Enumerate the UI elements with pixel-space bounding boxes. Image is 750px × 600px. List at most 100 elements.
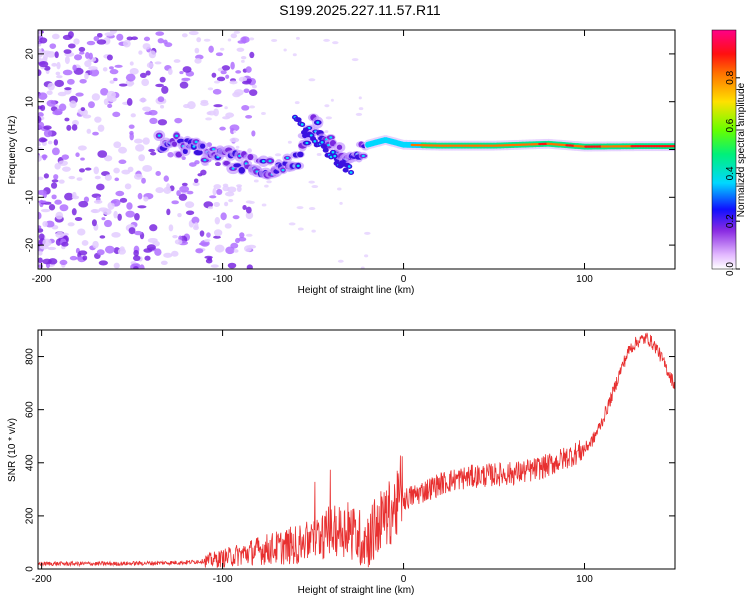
noise-blob [271,38,278,42]
noise-blob [235,70,242,74]
noise-blob [129,68,139,75]
noise-blob [98,207,109,212]
noise-blob [364,254,369,258]
noise-blob [114,177,120,182]
noise-blob [61,241,69,247]
noise-blob [49,43,57,49]
noise-blob [126,202,133,210]
noise-blob [91,93,101,101]
ridge-peak [194,140,198,144]
ridge-core [322,147,329,153]
noise-blob [112,111,121,118]
ridge-core [295,117,302,123]
noise-blob [118,159,127,164]
noise-blob [51,179,59,183]
noise-blob [137,205,147,209]
colorbar-tick-label: 0.2 [725,214,736,228]
noise-blob [179,71,184,75]
noise-blob [38,200,47,204]
noise-blob [106,54,113,61]
noise-blob [214,162,221,167]
noise-blob [93,36,100,42]
noise-blob [186,190,194,195]
noise-blob [245,206,252,214]
noise-blob [316,152,322,156]
noise-blob [38,154,42,162]
noise-blob [74,216,83,221]
noise-blob [64,192,74,201]
bottom-y-tick-label: 0 [25,566,36,572]
noise-blob [133,266,139,269]
noise-blob [48,204,56,211]
noise-blob [97,124,105,132]
noise-blob [249,51,255,59]
noise-blob [63,49,72,54]
bottom-y-axis-label: SNR (10 * v/v) [7,418,18,482]
noise-blob [193,178,199,183]
noise-blob [134,230,143,236]
ridge-peak [261,160,265,163]
noise-blob [125,210,135,218]
noise-blob [251,130,256,137]
noise-blob [155,171,161,176]
noise-blob [199,230,205,237]
snr-panel: -200 -100 0 100 0 200 400 600 800 Height of stra… [7,329,676,596]
noise-blob [144,111,153,116]
noise-blob [84,72,89,80]
noise-blob [106,90,116,99]
noise-blob [164,42,173,48]
noise-blob [113,167,120,174]
bottom-x-tick-label: 0 [401,574,407,585]
noise-blob [146,62,154,69]
top-y-tick-label: -20 [25,237,36,252]
noise-blob [50,182,58,189]
noise-blob [59,204,69,212]
noise-blob [127,166,134,172]
noise-blob [56,61,61,70]
snr-frame [37,329,676,570]
noise-blob [150,151,157,156]
noise-blob [52,110,63,116]
noise-blob [191,216,200,224]
noise-blob [200,101,209,107]
noise-blob [126,98,133,106]
noise-blob [246,264,253,269]
ridge-peak [300,123,304,126]
noise-blob [167,68,173,75]
noise-blob [129,61,134,66]
noise-blob [67,222,75,227]
ridge-peak [305,141,309,145]
noise-blob [71,208,77,216]
noise-blob [194,160,200,165]
noise-blob [245,200,253,204]
noise-blob [207,257,213,261]
noise-blob [225,74,230,79]
noise-blob [38,257,43,264]
noise-blob [232,215,240,220]
noise-blob [181,77,191,81]
noise-blob [204,238,211,242]
noise-blob [104,174,112,181]
noise-blob [251,84,257,89]
noise-blob [101,217,106,221]
noise-blob [82,255,88,261]
noise-blob [177,212,182,218]
noise-blob [149,117,158,124]
noise-blob [69,100,77,109]
noise-blob [67,43,76,49]
noise-blob [181,33,188,38]
noise-blob [245,114,253,119]
noise-blob [113,210,118,219]
noise-blob [142,43,151,50]
noise-blob [102,67,108,72]
noise-blob [178,193,188,201]
noise-blob [143,196,149,202]
noise-blob [109,80,115,84]
bottom-y-tick-label: 200 [25,507,36,524]
noise-blob [185,210,195,216]
noise-blob [38,30,42,37]
noise-blob [137,192,143,200]
noise-blob [143,36,151,42]
noise-blob [93,166,100,175]
noise-blob [167,151,174,158]
